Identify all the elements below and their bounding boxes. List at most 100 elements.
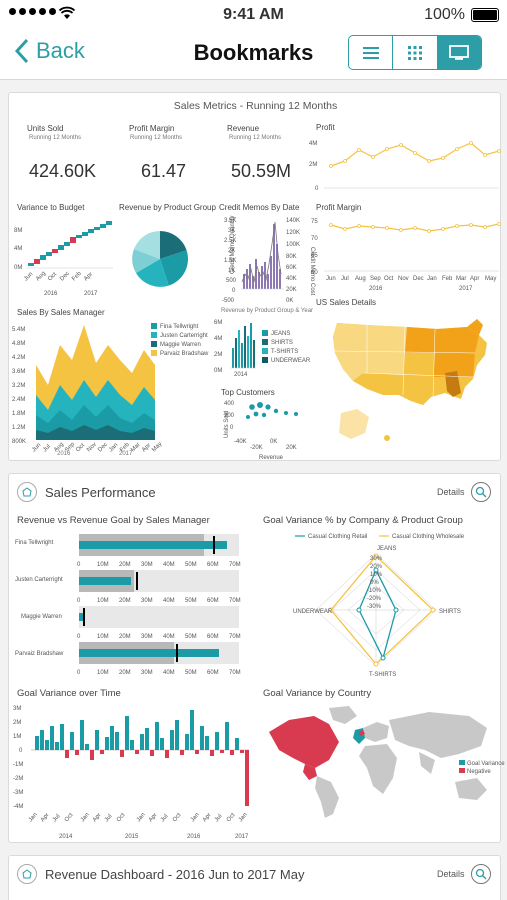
signal-icon [9, 8, 56, 15]
details-button[interactable] [471, 482, 491, 502]
svg-text:Nov: Nov [86, 442, 98, 454]
svg-text:-40K: -40K [234, 439, 247, 445]
y-tick: 0 [315, 186, 319, 192]
list-view-button[interactable] [349, 36, 394, 69]
credit-memos-chart: 3.5K 3K 2.5K 2K 1.5K 1K 500 0 -500 140K … [222, 216, 315, 304]
sales-performance-card[interactable]: Sales Performance Details Revenue vs Rev… [8, 473, 505, 843]
svg-text:100K: 100K [286, 242, 300, 248]
svg-text:Nov: Nov [398, 276, 409, 282]
svg-text:2016: 2016 [369, 286, 383, 292]
svg-text:Casual Clothing Retail: Casual Clothing Retail [308, 534, 367, 540]
svg-text:70M: 70M [229, 562, 241, 568]
svg-text:20M: 20M [119, 670, 131, 676]
sales-manager-title: Sales By Sales Manager [17, 308, 105, 317]
search-icon [475, 486, 487, 498]
svg-text:Oct: Oct [47, 271, 58, 282]
svg-text:60M: 60M [207, 670, 219, 676]
svg-text:5.4M: 5.4M [12, 327, 25, 333]
svg-text:20%: 20% [370, 564, 383, 570]
y-tick: 70 [311, 236, 318, 242]
svg-text:Aug: Aug [35, 271, 47, 283]
svg-text:30M: 30M [141, 562, 153, 568]
us-sales-map [332, 319, 487, 441]
year-label: 2017 [119, 451, 133, 457]
revenue-product-year-chart: 6M 4M 2M 0M 2014 JEANS SHIRTS T-SHIRTS U… [214, 320, 311, 378]
svg-text:30%: 30% [370, 556, 383, 562]
search-icon [475, 868, 487, 880]
details-link[interactable]: Details [437, 869, 465, 879]
svg-text:Oct: Oct [116, 812, 127, 823]
svg-text:40K: 40K [286, 276, 297, 282]
svg-text:10M: 10M [97, 634, 109, 640]
svg-text:Goal Variance: Goal Variance [467, 761, 505, 767]
svg-text:6M: 6M [214, 320, 222, 326]
kpi-sub: Running 12 Months [229, 135, 282, 141]
top-customers-chart: Units Sold 400 200 0 -40K -20K 0K 20K Re… [224, 401, 298, 461]
svg-text:Casual Clothing Wholesale: Casual Clothing Wholesale [392, 534, 465, 540]
goal-variance-country-title: Goal Variance by Country [263, 688, 372, 699]
svg-text:2016: 2016 [187, 834, 201, 840]
svg-text:Jun: Jun [31, 442, 42, 453]
svg-text:Jan: Jan [136, 812, 147, 823]
top-customers-title: Top Customers [221, 388, 275, 397]
revenue-goal-chart: Fina Tellwright Justen Carterright Maggi… [15, 534, 241, 676]
chevron-left-icon [14, 38, 29, 64]
svg-text:0: 0 [77, 562, 81, 568]
revenue-product-year-title: Revenue by Product Group & Year [221, 308, 314, 314]
svg-text:4.8M: 4.8M [12, 341, 25, 347]
svg-text:10%: 10% [370, 572, 383, 578]
svg-text:Jun: Jun [23, 271, 34, 282]
svg-text:Sep: Sep [370, 276, 381, 282]
back-button[interactable]: Back [14, 38, 85, 64]
kpi-value: 424.60K [29, 161, 97, 181]
status-bar: 9:41 AM 100% [0, 0, 507, 30]
goal-variance-radar: Casual Clothing Retail Casual Clothing W… [293, 534, 465, 678]
svg-text:Jan: Jan [28, 812, 39, 823]
svg-text:70M: 70M [229, 598, 241, 604]
details-button[interactable] [471, 864, 491, 884]
svg-text:0: 0 [19, 748, 23, 754]
dashboard-icon [17, 864, 37, 884]
y-tick: 4M [309, 141, 317, 147]
svg-text:Apr: Apr [148, 812, 159, 823]
svg-text:2014: 2014 [234, 372, 248, 378]
svg-text:Jan: Jan [190, 812, 201, 823]
svg-text:May: May [151, 441, 163, 453]
svg-text:Parvaiz Bradshaw: Parvaiz Bradshaw [15, 651, 64, 657]
details-link[interactable]: Details [437, 487, 465, 497]
battery-percent: 100% [424, 6, 465, 23]
svg-text:Maggie Warren: Maggie Warren [21, 614, 62, 620]
svg-text:0K: 0K [286, 298, 293, 304]
svg-text:1.2M: 1.2M [12, 425, 25, 431]
svg-text:400: 400 [224, 401, 235, 407]
svg-text:4M: 4M [214, 336, 222, 342]
svg-text:30M: 30M [141, 634, 153, 640]
kpi-sub: Running 12 Months [130, 135, 183, 141]
sales-metrics-card[interactable]: Sales Metrics - Running 12 Months Units … [8, 92, 501, 461]
svg-text:2017: 2017 [84, 291, 98, 297]
svg-text:2M: 2M [214, 352, 222, 358]
dashboard-view-button[interactable] [437, 36, 481, 69]
goal-variance-world-map: Goal Variance Negative [269, 706, 505, 818]
svg-text:2.5K: 2.5K [224, 238, 236, 244]
svg-text:800K: 800K [12, 439, 26, 445]
svg-text:-3M: -3M [13, 790, 23, 796]
view-mode-switch [348, 35, 482, 70]
svg-text:1K: 1K [228, 268, 235, 274]
svg-text:20M: 20M [119, 598, 131, 604]
svg-text:Apr: Apr [92, 812, 103, 823]
grid-view-button[interactable] [393, 36, 438, 69]
svg-text:Jan: Jan [108, 442, 119, 453]
kpi-label: Units Sold [27, 124, 64, 133]
revenue-dashboard-card[interactable]: Revenue Dashboard - 2016 Jun to 2017 May… [8, 855, 501, 900]
battery-icon [471, 8, 499, 22]
svg-text:Units Sold: Units Sold [224, 411, 230, 438]
svg-text:Jul: Jul [104, 814, 114, 824]
grid-icon [407, 45, 422, 60]
svg-text:40M: 40M [163, 670, 175, 676]
svg-text:Fina Tellwright: Fina Tellwright [15, 540, 54, 546]
svg-text:Jan: Jan [238, 812, 249, 823]
svg-text:2M: 2M [13, 720, 21, 726]
dashboard-icon [17, 482, 37, 502]
svg-text:200: 200 [224, 413, 235, 419]
